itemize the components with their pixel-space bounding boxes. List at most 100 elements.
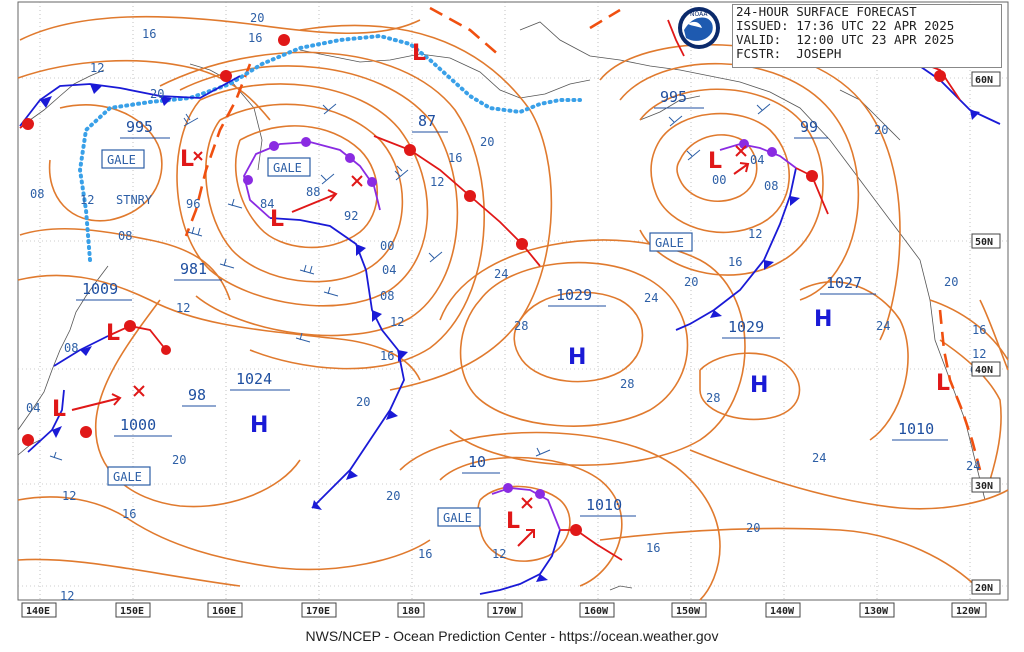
wind-barbs [49, 103, 771, 461]
svg-text:12: 12 [80, 193, 94, 207]
svg-text:160E: 160E [212, 606, 236, 617]
gale-tag: GALE [113, 470, 142, 484]
svg-text:120W: 120W [956, 606, 981, 617]
gale-tag: GALE [273, 161, 302, 175]
pressure-labels: 995 981 1009 1000 98 1024 87 995 99 1029… [76, 88, 948, 517]
svg-text:24: 24 [644, 291, 658, 305]
low-center: L [708, 149, 722, 174]
pressure-label: 1029 [556, 286, 592, 304]
svg-text:08: 08 [118, 229, 132, 243]
svg-text:12: 12 [62, 489, 76, 503]
svg-text:08: 08 [380, 289, 394, 303]
pressure-label: 995 [660, 88, 687, 106]
footer-credit: NWS/NCEP - Ocean Prediction Center - htt… [305, 628, 719, 644]
low-center: L [180, 147, 194, 172]
low-center: L [506, 509, 520, 534]
pressure-label: 98 [188, 386, 206, 404]
high-center: H [250, 413, 268, 438]
gale-tag: GALE [107, 153, 136, 167]
svg-text:24: 24 [876, 319, 890, 333]
pressure-label: 1010 [898, 420, 934, 438]
svg-text:92: 92 [344, 209, 358, 223]
svg-text:12: 12 [492, 547, 506, 561]
valid-time: VALID: 12:00 UTC 23 APR 2025 [736, 32, 955, 47]
svg-text:12: 12 [60, 589, 74, 603]
isobars [17, 15, 1009, 601]
forecast-info-box [732, 4, 1002, 68]
gale-tag: GALE [443, 511, 472, 525]
svg-text:12: 12 [90, 61, 104, 75]
svg-text:16: 16 [142, 27, 156, 41]
pressure-label: 1010 [586, 496, 622, 514]
svg-text:140E: 140E [26, 606, 50, 617]
svg-text:16: 16 [728, 255, 742, 269]
svg-text:150W: 150W [676, 606, 701, 617]
svg-text:88: 88 [306, 185, 320, 199]
svg-text:12: 12 [748, 227, 762, 241]
svg-text:20: 20 [172, 453, 186, 467]
high-pressure-centers: H H H H [250, 307, 832, 438]
svg-text:24: 24 [966, 459, 980, 473]
stationary-front [77, 33, 582, 262]
svg-text:20: 20 [356, 395, 370, 409]
svg-text:20: 20 [684, 275, 698, 289]
svg-text:170E: 170E [306, 606, 330, 617]
svg-text:16: 16 [122, 507, 136, 521]
svg-text:12: 12 [430, 175, 444, 189]
map-frame [17, 1, 1009, 601]
latitude-labels: 60N 50N 40N 30N 20N [971, 71, 1001, 595]
svg-text:160W: 160W [584, 606, 609, 617]
low-center: L [106, 321, 120, 346]
stationary-front-label: STNRY [116, 193, 153, 207]
pressure-label: 1009 [82, 280, 118, 298]
svg-text:08: 08 [64, 341, 78, 355]
svg-text:08: 08 [30, 187, 44, 201]
svg-text:00: 00 [380, 239, 394, 253]
pressure-label: 995 [126, 118, 153, 136]
gale-tag: GALE [655, 236, 684, 250]
chart-title: 24-HOUR SURFACE FORECAST [736, 4, 917, 19]
low-center: L [412, 41, 426, 66]
svg-text:16: 16 [646, 541, 660, 555]
forecaster: FCSTR: JOSEPH [736, 46, 842, 61]
high-center: H [750, 373, 768, 398]
svg-text:20: 20 [874, 123, 888, 137]
low-pressure-centers: L L L L L L L L [52, 41, 950, 534]
low-center: L [270, 207, 284, 232]
svg-text:40N: 40N [975, 365, 993, 376]
warning-tags: GALE GALE GALE GALE GALE [101, 149, 693, 527]
svg-text:16: 16 [248, 31, 262, 45]
svg-text:04: 04 [26, 401, 40, 415]
graticule [18, 2, 1008, 600]
forecast-positions [133, 145, 747, 509]
svg-text:20: 20 [386, 489, 400, 503]
svg-text:20N: 20N [975, 583, 993, 594]
troughs [184, 6, 982, 471]
svg-text:28: 28 [620, 377, 634, 391]
svg-text:28: 28 [706, 391, 720, 405]
svg-text:24: 24 [812, 451, 826, 465]
warm-front-bumps [22, 34, 946, 536]
svg-text:16: 16 [972, 323, 986, 337]
svg-text:84: 84 [260, 197, 274, 211]
svg-text:24: 24 [494, 267, 508, 281]
pressure-label: 1000 [120, 416, 156, 434]
svg-text:12: 12 [390, 315, 404, 329]
low-center: L [936, 371, 950, 396]
svg-text:16: 16 [418, 547, 432, 561]
svg-text:140W: 140W [770, 606, 795, 617]
pressure-label: 1027 [826, 274, 862, 292]
svg-text:20: 20 [480, 135, 494, 149]
pressure-label: 10 [468, 453, 486, 471]
svg-text:150E: 150E [120, 606, 144, 617]
svg-text:12: 12 [972, 347, 986, 361]
svg-text:96: 96 [186, 197, 200, 211]
pressure-label: 981 [180, 260, 207, 278]
pressure-label: 99 [800, 118, 818, 136]
occluded-front-symbols [243, 137, 777, 499]
motion-arrows [71, 162, 750, 547]
cold-fronts [19, 57, 1001, 595]
svg-text:28: 28 [514, 319, 528, 333]
longitude-labels: 140E 150E 160E 170E 180 170W 160W 150W 1… [21, 602, 987, 618]
